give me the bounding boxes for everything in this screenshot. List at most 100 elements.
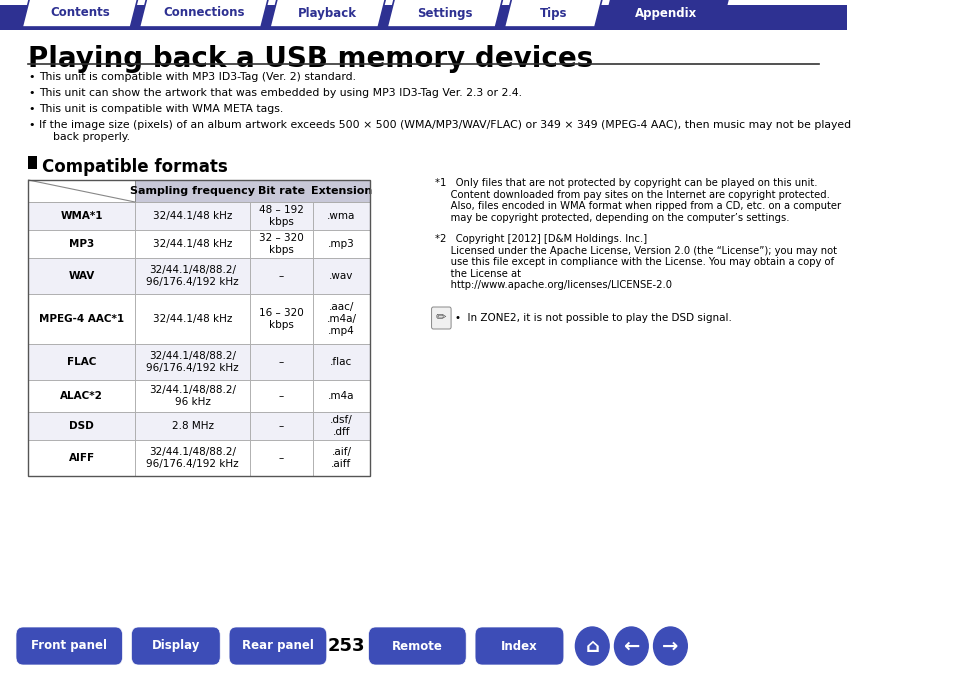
Text: 32/44.1/48/88.2/
96/176.4/192 kHz: 32/44.1/48/88.2/ 96/176.4/192 kHz: [146, 265, 239, 287]
Bar: [0, 5, 846, 30]
Circle shape: [614, 627, 647, 665]
Text: •: •: [29, 88, 35, 98]
Bar: [250, 440, 313, 476]
Text: *1   Only files that are not protected by copyright can be played on this unit.
: *1 Only files that are not protected by …: [435, 178, 841, 223]
Text: WMA*1: WMA*1: [60, 211, 103, 221]
Text: ⌂: ⌂: [584, 637, 598, 656]
Text: Rear panel: Rear panel: [242, 639, 314, 653]
Text: •  In ZONE2, it is not possible to play the DSD signal.: • In ZONE2, it is not possible to play t…: [455, 313, 731, 323]
Bar: [134, 440, 250, 476]
Text: DSD: DSD: [70, 421, 94, 431]
Circle shape: [653, 627, 686, 665]
Bar: [134, 230, 250, 258]
Bar: [313, 344, 370, 380]
Text: This unit is compatible with WMA META tags.: This unit is compatible with WMA META ta…: [39, 104, 283, 114]
Circle shape: [575, 627, 609, 665]
Text: 32/44.1/48 kHz: 32/44.1/48 kHz: [152, 211, 233, 221]
Bar: [313, 294, 370, 344]
Text: If the image size (pixels) of an album artwork exceeds 500 × 500 (WMA/MP3/WAV/FL: If the image size (pixels) of an album a…: [39, 120, 850, 141]
Text: This unit can show the artwork that was embedded by using MP3 ID3-Tag Ver. 2.3 o: This unit can show the artwork that was …: [39, 88, 521, 98]
FancyBboxPatch shape: [16, 627, 122, 665]
Bar: [29, 180, 134, 202]
Bar: [250, 230, 313, 258]
Text: AIFF: AIFF: [69, 453, 94, 463]
Bar: [250, 202, 313, 230]
Text: *2   Copyright [2012] [D&M Holdings. Inc.]
     Licensed under the Apache Licens: *2 Copyright [2012] [D&M Holdings. Inc.]…: [435, 234, 836, 291]
Bar: [29, 156, 37, 169]
Bar: [134, 344, 250, 380]
FancyBboxPatch shape: [368, 627, 466, 665]
Text: Compatible formats: Compatible formats: [42, 158, 227, 176]
Text: ←: ←: [622, 637, 639, 656]
Bar: [250, 294, 313, 344]
Bar: [134, 294, 250, 344]
Text: •: •: [29, 120, 35, 130]
Text: –: –: [278, 421, 284, 431]
Text: Front panel: Front panel: [31, 639, 107, 653]
Text: –: –: [278, 271, 284, 281]
Bar: [250, 258, 313, 294]
Polygon shape: [387, 0, 502, 27]
Text: 2.8 MHz: 2.8 MHz: [172, 421, 213, 431]
Text: .aif/
.aiff: .aif/ .aiff: [331, 447, 352, 469]
Text: •: •: [29, 104, 35, 114]
Bar: [134, 412, 250, 440]
Text: Index: Index: [500, 639, 537, 653]
Text: 32/44.1/48 kHz: 32/44.1/48 kHz: [152, 239, 233, 249]
Text: →: →: [661, 637, 678, 656]
Bar: [29, 412, 134, 440]
Text: –: –: [278, 391, 284, 401]
Text: 32/44.1/48/88.2/
96/176.4/192 kHz: 32/44.1/48/88.2/ 96/176.4/192 kHz: [146, 447, 239, 469]
Text: .mp3: .mp3: [328, 239, 355, 249]
Bar: [29, 294, 134, 344]
Bar: [313, 230, 370, 258]
Polygon shape: [603, 0, 727, 27]
Polygon shape: [504, 0, 601, 27]
FancyBboxPatch shape: [475, 627, 563, 665]
FancyBboxPatch shape: [431, 307, 451, 329]
Bar: [134, 258, 250, 294]
Text: Sampling frequency: Sampling frequency: [130, 186, 254, 196]
Text: This unit is compatible with MP3 ID3-Tag (Ver. 2) standard.: This unit is compatible with MP3 ID3-Tag…: [39, 72, 355, 82]
Bar: [250, 344, 313, 380]
Text: .m4a: .m4a: [328, 391, 355, 401]
Bar: [134, 202, 250, 230]
Text: ALAC*2: ALAC*2: [60, 391, 103, 401]
Text: Tips: Tips: [538, 7, 566, 20]
Text: FLAC: FLAC: [67, 357, 96, 367]
Text: 32/44.1/48/88.2/
96 kHz: 32/44.1/48/88.2/ 96 kHz: [149, 385, 236, 406]
Text: Bit rate: Bit rate: [257, 186, 305, 196]
Bar: [250, 380, 313, 412]
Bar: [313, 258, 370, 294]
Text: –: –: [278, 357, 284, 367]
Text: Playback: Playback: [298, 7, 356, 20]
Text: Extension: Extension: [311, 186, 372, 196]
Text: .flac: .flac: [330, 357, 353, 367]
Polygon shape: [139, 0, 268, 27]
Bar: [313, 412, 370, 440]
Text: MPEG-4 AAC*1: MPEG-4 AAC*1: [39, 314, 124, 324]
Text: 32/44.1/48 kHz: 32/44.1/48 kHz: [152, 314, 233, 324]
Bar: [29, 380, 134, 412]
Text: 32 – 320
kbps: 32 – 320 kbps: [259, 234, 304, 255]
Bar: [313, 202, 370, 230]
FancyBboxPatch shape: [229, 627, 327, 665]
Text: .wav: .wav: [329, 271, 354, 281]
Text: 16 – 320
kbps: 16 – 320 kbps: [259, 308, 304, 330]
Text: 32/44.1/48/88.2/
96/176.4/192 kHz: 32/44.1/48/88.2/ 96/176.4/192 kHz: [146, 351, 239, 373]
Bar: [29, 258, 134, 294]
Bar: [29, 202, 134, 230]
Text: ✏: ✏: [436, 312, 446, 324]
Bar: [134, 380, 250, 412]
Text: –: –: [278, 453, 284, 463]
Text: WAV: WAV: [69, 271, 94, 281]
Text: Connections: Connections: [163, 7, 244, 20]
Text: 48 – 192
kbps: 48 – 192 kbps: [259, 205, 304, 227]
Text: 253: 253: [327, 637, 365, 655]
Text: .aac/
.m4a/
.mp4: .aac/ .m4a/ .mp4: [326, 302, 356, 336]
FancyBboxPatch shape: [132, 627, 220, 665]
Polygon shape: [22, 0, 137, 27]
Bar: [313, 440, 370, 476]
Bar: [134, 180, 370, 202]
Bar: [250, 412, 313, 440]
